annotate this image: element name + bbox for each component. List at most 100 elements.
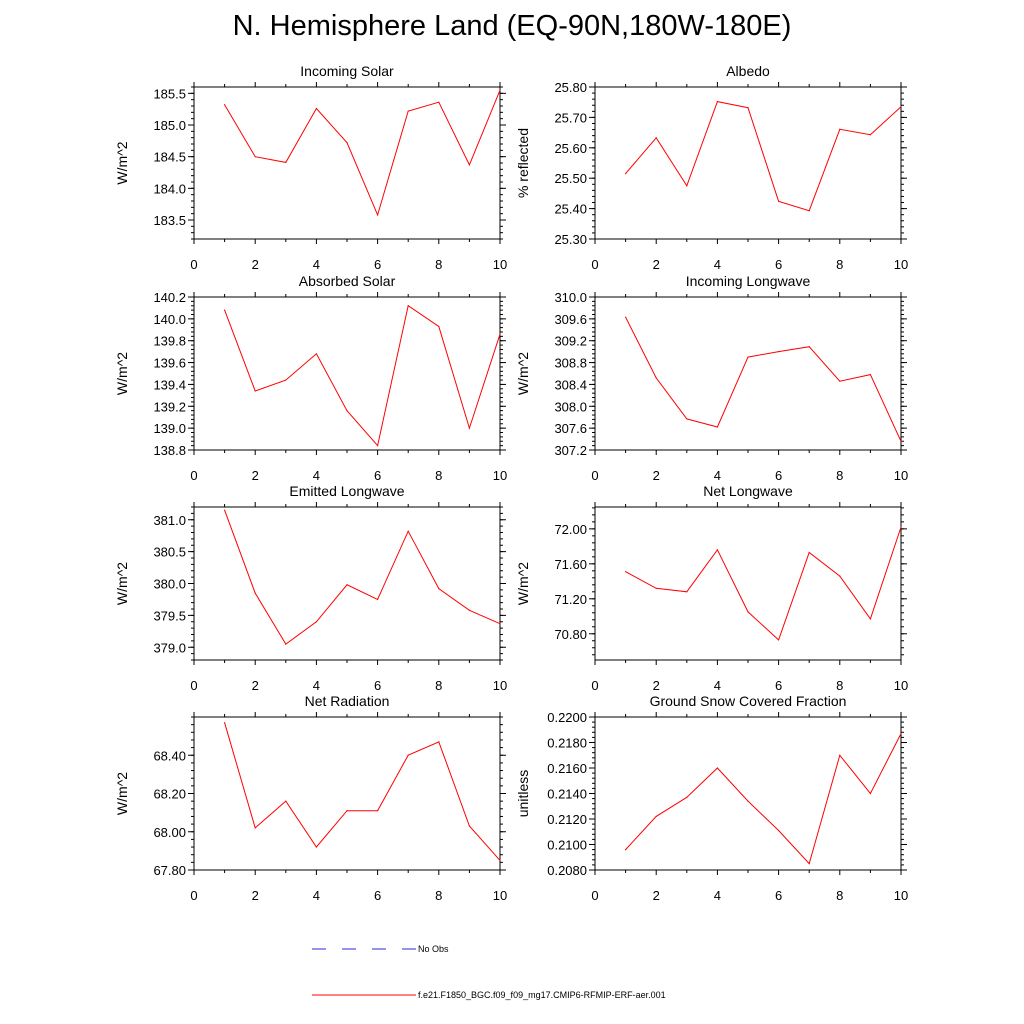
x-tick-label: 10 xyxy=(894,678,908,693)
data-point xyxy=(839,575,841,577)
data-point xyxy=(747,107,749,109)
x-tick-label: 6 xyxy=(374,468,381,483)
data-point xyxy=(686,418,688,420)
data-point xyxy=(625,316,627,318)
data-point xyxy=(808,863,810,865)
y-tick-label: 25.60 xyxy=(554,141,587,156)
data-point xyxy=(747,611,749,613)
x-tick-label: 0 xyxy=(591,888,598,903)
x-tick-label: 10 xyxy=(493,888,507,903)
x-tick-label: 4 xyxy=(313,678,320,693)
series-line xyxy=(625,526,902,641)
series-line xyxy=(224,304,501,447)
x-tick-label: 6 xyxy=(775,888,782,903)
y-tick-label: 185.0 xyxy=(153,118,186,133)
data-point xyxy=(808,346,810,348)
y-tick-label: 68.20 xyxy=(153,787,186,802)
y-tick-label: 68.00 xyxy=(153,825,186,840)
y-tick-label: 185.5 xyxy=(153,86,186,101)
data-point xyxy=(346,142,348,144)
x-tick-label: 2 xyxy=(653,888,660,903)
x-tick-label: 4 xyxy=(714,468,721,483)
data-point xyxy=(254,592,256,594)
data-point xyxy=(869,373,872,376)
data-point xyxy=(655,815,657,818)
data-point xyxy=(900,440,902,442)
y-tick-label: 67.80 xyxy=(153,863,186,878)
y-tick-label: 380.5 xyxy=(153,545,186,560)
y-tick-label: 309.2 xyxy=(554,334,587,349)
y-axis-label: W/m^2 xyxy=(114,141,130,184)
x-tick-label: 10 xyxy=(493,257,507,272)
data-point xyxy=(285,379,287,381)
data-point xyxy=(407,754,409,756)
y-axis-label: W/m^2 xyxy=(515,352,531,395)
data-point xyxy=(438,101,440,103)
x-tick-label: 4 xyxy=(714,888,721,903)
data-point xyxy=(499,333,501,335)
data-point xyxy=(285,800,287,802)
data-point xyxy=(625,849,627,851)
data-point xyxy=(499,89,501,91)
data-point xyxy=(716,426,719,428)
y-tick-label: 379.0 xyxy=(153,640,186,655)
panel-4: 0 2 4 6 8 10 307.2 307.6 308.0 308.4 308.8 309.2 309… xyxy=(515,273,908,483)
data-point xyxy=(900,526,902,528)
data-point xyxy=(224,722,226,724)
series-line xyxy=(224,510,501,645)
data-point xyxy=(778,351,780,353)
data-point xyxy=(655,587,657,589)
y-tick-label: 0.2140 xyxy=(547,787,587,802)
x-tick-label: 6 xyxy=(374,257,381,272)
data-point xyxy=(346,810,348,812)
data-point xyxy=(655,137,657,139)
data-point xyxy=(778,639,780,641)
y-tick-label: 309.6 xyxy=(554,312,587,327)
data-point xyxy=(839,128,841,130)
y-tick-label: 139.4 xyxy=(153,377,186,392)
data-point xyxy=(224,104,226,106)
x-tick-label: 4 xyxy=(714,257,721,272)
plot-frame xyxy=(193,506,501,661)
x-tick-label: 2 xyxy=(653,678,660,693)
y-tick-label: 25.70 xyxy=(554,110,587,125)
y-tick-label: 25.30 xyxy=(554,232,587,247)
x-tick-label: 0 xyxy=(190,257,197,272)
series-line xyxy=(224,90,501,217)
y-tick-label: 25.80 xyxy=(554,80,587,95)
data-point xyxy=(499,859,501,862)
data-point xyxy=(407,530,409,532)
y-tick-label: 139.6 xyxy=(153,356,186,371)
x-tick-label: 6 xyxy=(775,257,782,272)
x-tick-label: 8 xyxy=(836,257,843,272)
y-tick-label: 0.2080 xyxy=(547,863,587,878)
data-point xyxy=(315,353,317,355)
data-point xyxy=(686,591,688,593)
data-point xyxy=(716,549,719,551)
y-tick-label: 307.2 xyxy=(554,443,587,458)
data-point xyxy=(377,598,379,601)
panel-title: Emitted Longwave xyxy=(289,483,404,499)
y-tick-label: 0.2100 xyxy=(547,838,587,853)
data-point xyxy=(285,161,287,163)
x-tick-label: 0 xyxy=(591,678,598,693)
data-point xyxy=(377,445,379,447)
y-tick-label: 379.5 xyxy=(153,608,186,623)
y-tick-label: 138.8 xyxy=(153,443,186,458)
panel-7: 0 2 4 6 8 10 67.80 68.00 68.20 68.40 Net Radiation… xyxy=(114,693,507,903)
series-line xyxy=(625,101,902,212)
y-tick-label: 308.0 xyxy=(554,399,587,414)
x-tick-label: 10 xyxy=(894,468,908,483)
y-axis-label: unitless xyxy=(515,770,531,817)
y-tick-label: 140.0 xyxy=(153,312,186,327)
data-point xyxy=(438,741,440,743)
x-tick-label: 2 xyxy=(653,468,660,483)
x-tick-label: 10 xyxy=(493,468,507,483)
y-tick-label: 183.5 xyxy=(153,213,186,228)
plot-frame xyxy=(594,716,902,871)
panel-8: 0 2 4 6 8 10 0.2080 0.2100 0.2120 0.2140 0.2160 0.2… xyxy=(515,693,908,903)
data-point xyxy=(468,427,470,429)
plot-frame xyxy=(594,506,902,661)
panel-title: Incoming Longwave xyxy=(686,273,811,289)
y-tick-label: 184.0 xyxy=(153,181,186,196)
